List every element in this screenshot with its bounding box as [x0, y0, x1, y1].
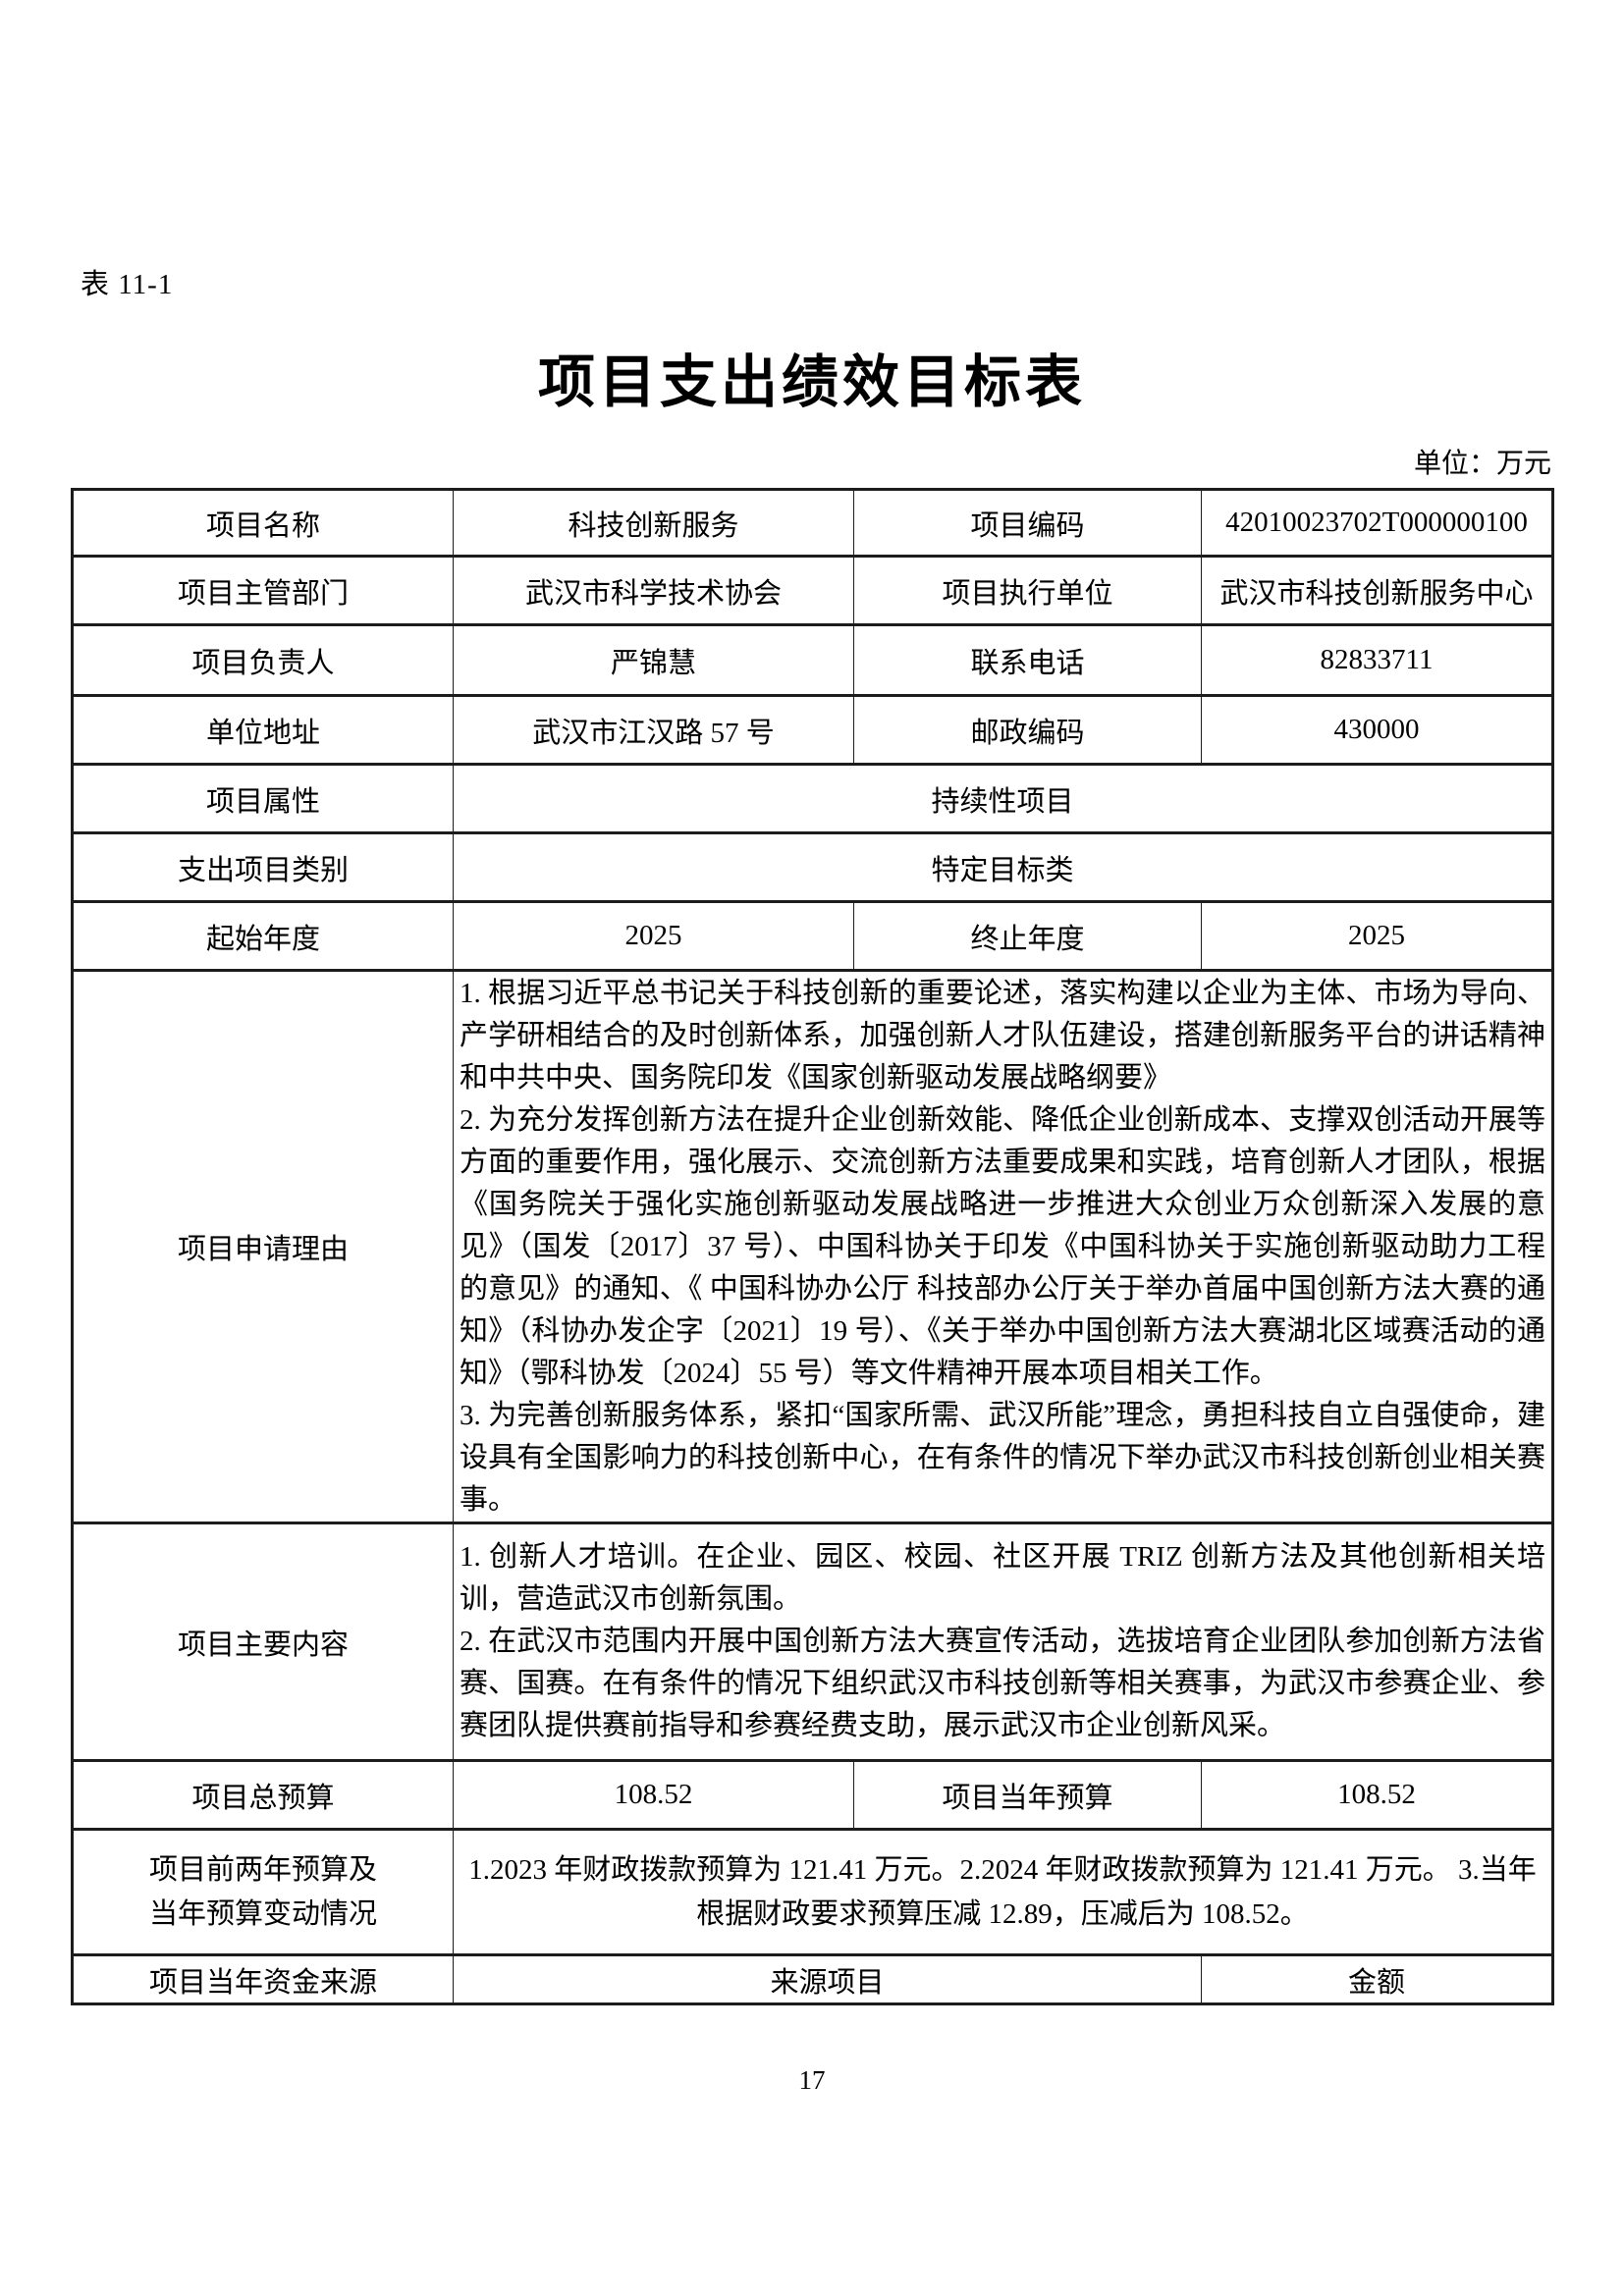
row-budget-change: 项目前两年预算及 当年预算变动情况 1.2023 年财政拨款预算为 121.41… — [72, 1828, 1553, 1956]
reason-label: 项目申请理由 — [72, 969, 454, 1524]
total-budget-value: 108.52 — [453, 1759, 854, 1831]
reason-paragraph: 3. 为完善创新服务体系，紧扣“国家所需、武汉所能”理念，勇担科技自立自强使命，… — [460, 1399, 1545, 1516]
reason-paragraph: 2. 为充分发挥创新方法在提升企业创新效能、降低企业创新成本、支撑双创活动开展等… — [460, 1103, 1545, 1389]
project-code-label: 项目编码 — [853, 488, 1202, 558]
project-name-label: 项目名称 — [72, 488, 454, 558]
page-number: 17 — [798, 2065, 826, 2095]
start-year-value: 2025 — [453, 900, 854, 972]
performance-target-table: 项目名称 科技创新服务 项目编码 42010023702T000000100 项… — [71, 488, 1554, 2005]
budget-change-label-line2: 当年预算变动情况 — [148, 1897, 377, 1930]
end-year-label: 终止年度 — [853, 900, 1202, 972]
row-category: 支出项目类别 特定目标类 — [72, 831, 1553, 903]
unit-note: 单位：万元 — [1413, 449, 1551, 479]
leader-value: 严锦慧 — [453, 623, 854, 697]
start-year-label: 起始年度 — [72, 900, 454, 972]
row-address: 单位地址 武汉市江汉路 57 号 邮政编码 430000 — [72, 694, 1553, 766]
row-application-reason: 项目申请理由 1. 根据习近平总书记关于科技创新的重要论述，落实构建以企业为主体… — [72, 969, 1553, 1524]
row-budget: 项目总预算 108.52 项目当年预算 108.52 — [72, 1759, 1553, 1831]
budget-change-label-line1: 项目前两年预算及 — [148, 1853, 377, 1886]
attribute-label: 项目属性 — [72, 763, 454, 834]
funding-source-label: 项目当年资金来源 — [72, 1953, 454, 2005]
leader-label: 项目负责人 — [72, 623, 454, 697]
reason-text: 1. 根据习近平总书记关于科技创新的重要论述，落实构建以企业为主体、市场为导向、… — [453, 969, 1553, 1524]
table-number-label: 表 11-1 — [81, 269, 174, 300]
content-paragraph: 1. 创新人才培训。在企业、园区、校园、社区开展 TRIZ 创新方法及其他创新相… — [460, 1541, 1545, 1615]
end-year-value: 2025 — [1201, 900, 1553, 972]
funding-source-project-header: 来源项目 — [453, 1953, 1202, 2005]
category-value: 特定目标类 — [453, 831, 1553, 903]
executing-unit-label: 项目执行单位 — [853, 555, 1202, 626]
reason-paragraph: 1. 根据习近平总书记关于科技创新的重要论述，落实构建以企业为主体、市场为导向、… — [460, 977, 1545, 1094]
executing-unit-value: 武汉市科技创新服务中心 — [1201, 555, 1553, 626]
project-code-value: 42010023702T000000100 — [1201, 488, 1553, 558]
category-label: 支出项目类别 — [72, 831, 454, 903]
row-leader: 项目负责人 严锦慧 联系电话 82833711 — [72, 623, 1553, 697]
address-label: 单位地址 — [72, 694, 454, 766]
project-name-value: 科技创新服务 — [453, 488, 854, 558]
department-label: 项目主管部门 — [72, 555, 454, 626]
row-attribute: 项目属性 持续性项目 — [72, 763, 1553, 834]
attribute-value: 持续性项目 — [453, 763, 1553, 834]
document-title: 项目支出绩效目标表 — [537, 350, 1086, 414]
content-paragraph: 2. 在武汉市范围内开展中国创新方法大赛宣传活动，选拔培育企业团队参加创新方法省… — [460, 1626, 1545, 1741]
total-budget-label: 项目总预算 — [72, 1759, 454, 1831]
row-main-content: 项目主要内容 1. 创新人才培训。在企业、园区、校园、社区开展 TRIZ 创新方… — [72, 1522, 1553, 1762]
row-project-name: 项目名称 科技创新服务 项目编码 42010023702T000000100 — [72, 488, 1553, 558]
budget-change-text: 1.2023 年财政拨款预算为 121.41 万元。2.2024 年财政拨款预算… — [453, 1828, 1553, 1956]
main-content-label: 项目主要内容 — [72, 1522, 454, 1762]
postcode-label: 邮政编码 — [853, 694, 1202, 766]
current-year-budget-label: 项目当年预算 — [853, 1759, 1202, 1831]
phone-value: 82833711 — [1201, 623, 1553, 697]
department-value: 武汉市科学技术协会 — [453, 555, 854, 626]
postcode-value: 430000 — [1201, 694, 1553, 766]
row-funding-source: 项目当年资金来源 来源项目 金额 — [72, 1953, 1553, 2005]
budget-change-label: 项目前两年预算及 当年预算变动情况 — [72, 1828, 454, 1956]
row-department: 项目主管部门 武汉市科学技术协会 项目执行单位 武汉市科技创新服务中心 — [72, 555, 1553, 626]
main-content-text: 1. 创新人才培训。在企业、园区、校园、社区开展 TRIZ 创新方法及其他创新相… — [453, 1522, 1553, 1762]
address-value: 武汉市江汉路 57 号 — [453, 694, 854, 766]
row-years: 起始年度 2025 终止年度 2025 — [72, 900, 1553, 972]
current-year-budget-value: 108.52 — [1201, 1759, 1553, 1831]
phone-label: 联系电话 — [853, 623, 1202, 697]
funding-amount-header: 金额 — [1201, 1953, 1553, 2005]
